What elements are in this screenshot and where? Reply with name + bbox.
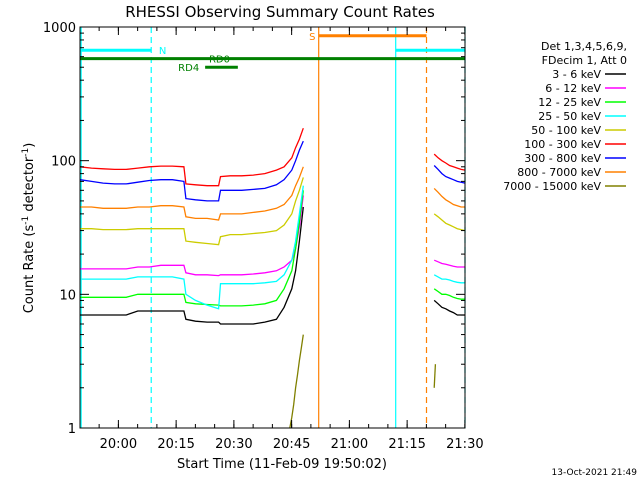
x-tick-label-3: 20:45	[273, 437, 310, 452]
series-5-segment-b	[433, 153, 466, 171]
series-8-segment-a	[289, 334, 304, 429]
legend-label-8: 7000 - 15000 keV	[503, 180, 601, 193]
series-4-segment-b	[433, 213, 466, 232]
y-axis: 1 10 100 1000	[43, 21, 465, 437]
legend-label-6: 300 - 800 keV	[524, 152, 601, 165]
x-tick-label-5: 21:15	[388, 437, 425, 452]
observing-flags: N S RD0 RD4	[80, 32, 465, 74]
y-tick-label-1: 10	[59, 288, 76, 303]
y-axis-label-close: )	[22, 143, 37, 148]
x-axis-label: Start Time (11-Feb-09 19:50:02)	[177, 457, 387, 472]
y-tick-label-0: 1	[68, 422, 76, 437]
series-5-segment-a	[79, 127, 304, 187]
legend-label-0: 3 - 6 keV	[552, 68, 601, 81]
series-6-segment-a	[79, 140, 304, 202]
x-tick-label-6: 21:30	[446, 437, 483, 452]
series-3-segment-b	[433, 274, 465, 284]
flag-label-4: RD4	[178, 63, 199, 74]
series-4-segment-a	[80, 177, 304, 246]
series-0-segment-b	[433, 299, 465, 316]
y-axis-label: Count Rate (s-1 detector-1)	[21, 143, 37, 314]
y-axis-label-sup2: -1	[21, 148, 31, 157]
x-axis: 20:00 20:15 20:30 20:45 21:00 21:15 21:30	[98, 27, 484, 452]
x-tick-label-2: 20:30	[215, 437, 252, 452]
legend-label-4: 50 - 100 keV	[531, 124, 601, 137]
legend: Det 1,3,4,5,6,9,FDecim 1, Att 03 - 6 keV…	[503, 40, 627, 193]
series-7-segment-b	[433, 187, 465, 208]
y-axis-label-tail: detector	[22, 156, 37, 216]
legend-label-5: 100 - 300 keV	[524, 138, 601, 151]
series-1-segment-b	[433, 259, 465, 268]
flag-label-2: S	[309, 32, 315, 43]
series-0-segment-a	[80, 206, 304, 325]
x-tick-label-1: 20:15	[157, 437, 194, 452]
footer-timestamp: 13-Oct-2021 21:49	[552, 468, 638, 478]
y-tick-label-3: 1000	[43, 21, 76, 36]
series-8-segment-b	[433, 364, 437, 388]
series-3-segment-a	[80, 185, 304, 310]
flag-label-3: RD0	[209, 55, 230, 66]
legend-header-0: Det 1,3,4,5,6,9,	[541, 40, 627, 53]
y-axis-label-main: Count Rate (s	[22, 225, 37, 314]
x-tick-label-0: 20:00	[100, 437, 137, 452]
legend-label-1: 6 - 12 keV	[545, 82, 601, 95]
x-tick-label-4: 21:00	[331, 437, 368, 452]
series-7-segment-a	[80, 166, 304, 221]
y-axis-label-sup: -1	[21, 216, 31, 225]
legend-label-2: 12 - 25 keV	[538, 96, 601, 109]
series-6-segment-b	[433, 165, 466, 184]
legend-header-1: FDecim 1, Att 0	[542, 54, 627, 67]
series-1-segment-a	[80, 195, 304, 277]
series-lines	[79, 127, 466, 429]
legend-label-3: 25 - 50 keV	[538, 110, 601, 123]
legend-label-7: 800 - 7000 keV	[517, 166, 601, 179]
y-tick-label-2: 100	[51, 155, 76, 170]
flag-label-0: N	[159, 46, 166, 57]
chart-title: RHESSI Observing Summary Count Rates	[125, 3, 435, 21]
series-2-segment-b	[433, 288, 465, 300]
